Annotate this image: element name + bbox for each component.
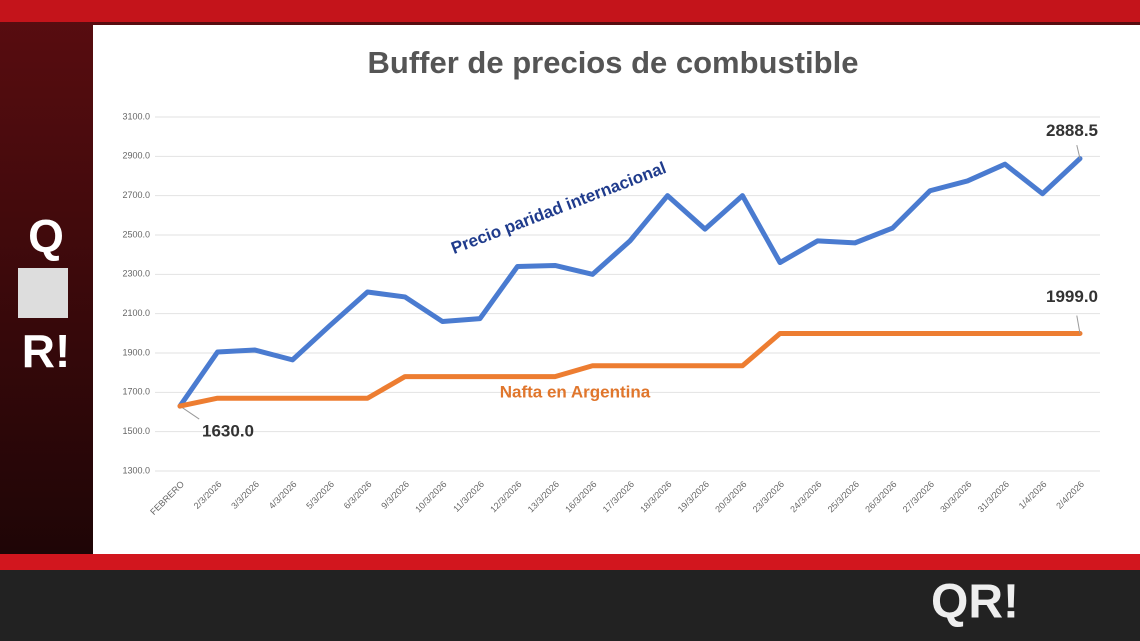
series-line [177, 156, 1083, 409]
y-tick-label: 2700.0 [122, 190, 150, 200]
brand-left-top: Q [28, 210, 64, 262]
series-line [177, 331, 1083, 409]
value-label: 1999.0 [1046, 287, 1098, 306]
value-label: 1630.0 [202, 422, 254, 441]
qr-code [18, 268, 68, 318]
leader-line [1076, 315, 1081, 334]
y-tick-label: 1500.0 [122, 426, 150, 436]
chart-panel [93, 25, 1140, 554]
brand-corner: QR! [931, 576, 1019, 629]
y-tick-label: 1900.0 [122, 347, 150, 357]
leader-line [179, 405, 200, 420]
leader-line [1076, 144, 1081, 159]
y-tick-label: 1300.0 [122, 465, 150, 475]
y-tick-label: 2900.0 [122, 151, 150, 161]
y-tick-label: 2500.0 [122, 229, 150, 239]
brand-left-bottom: R! [22, 325, 71, 377]
y-tick-label: 2300.0 [122, 269, 150, 279]
y-tick-label: 3100.0 [122, 111, 150, 121]
y-tick-label: 2100.0 [122, 308, 150, 318]
value-label: 2888.5 [1046, 121, 1098, 140]
top-bar [0, 0, 1140, 22]
y-tick-label: 1700.0 [122, 387, 150, 397]
series-label: Nafta en Argentina [500, 382, 651, 401]
footer [0, 570, 1140, 641]
chart-title: Buffer de precios de combustible [368, 45, 859, 80]
bottom-bar [0, 554, 1140, 570]
